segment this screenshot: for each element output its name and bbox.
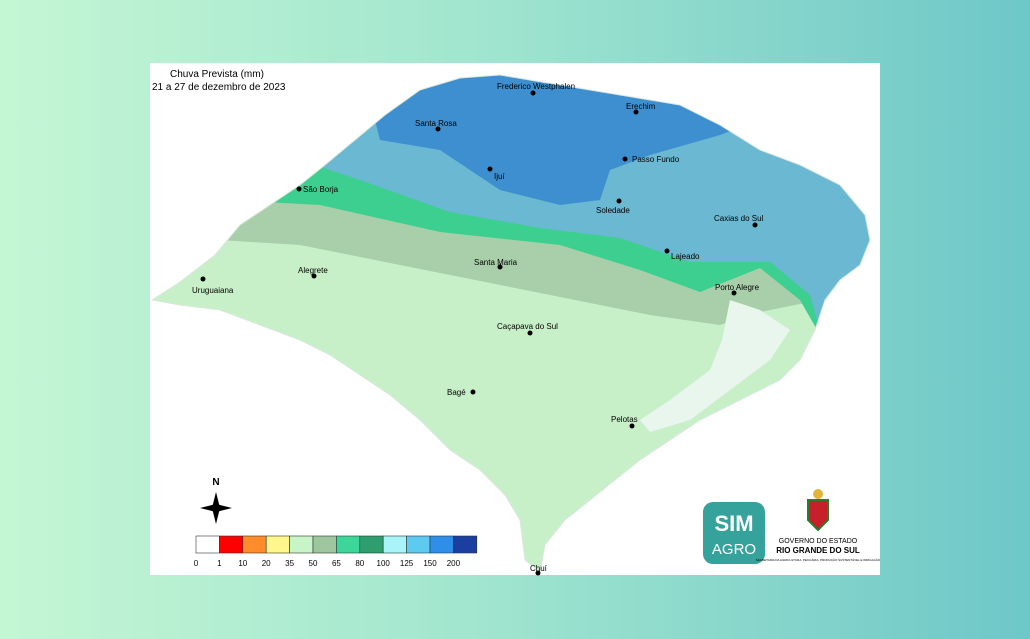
city-marker bbox=[616, 198, 622, 204]
city-marker bbox=[535, 570, 541, 576]
map-title: Chuva Prevista (mm) bbox=[170, 69, 264, 80]
city-marker bbox=[311, 273, 317, 279]
coat-of-arms bbox=[807, 499, 829, 532]
legend-label: 200 bbox=[447, 559, 461, 568]
compass: N bbox=[200, 477, 232, 524]
legend-label: 20 bbox=[262, 559, 271, 568]
city-marker bbox=[731, 290, 737, 296]
city-marker bbox=[527, 330, 533, 336]
city-marker bbox=[633, 109, 639, 115]
legend-swatch bbox=[289, 535, 314, 554]
city-marker bbox=[530, 90, 536, 96]
city-label: Lajeado bbox=[671, 252, 700, 261]
legend-swatch bbox=[195, 535, 220, 554]
legend-label: 35 bbox=[285, 559, 294, 568]
city-marker bbox=[752, 222, 758, 228]
city-label: Caçapava do Sul bbox=[497, 322, 558, 331]
city-marker bbox=[622, 156, 628, 162]
compass-north: N bbox=[212, 477, 219, 488]
lagoon bbox=[640, 300, 790, 432]
legend-label: 125 bbox=[400, 559, 414, 568]
legend-swatch bbox=[429, 535, 454, 554]
legend-swatch bbox=[359, 535, 384, 554]
city-label: Soledade bbox=[596, 206, 630, 215]
city-label: Frederico Westphalen bbox=[497, 82, 575, 91]
government-label: GOVERNO DO ESTADO bbox=[779, 538, 858, 545]
city-marker bbox=[470, 389, 476, 395]
legend-label: 150 bbox=[423, 559, 437, 568]
state-label: RIO GRANDE DO SUL bbox=[776, 546, 860, 555]
city-marker bbox=[629, 423, 635, 429]
legend-swatch bbox=[382, 535, 407, 554]
city-marker bbox=[296, 186, 302, 192]
city-label: Erechim bbox=[626, 102, 656, 111]
city-label: São Borja bbox=[303, 185, 339, 194]
legend-swatch bbox=[265, 535, 290, 554]
legend-label: 100 bbox=[377, 559, 391, 568]
city-label: Ijuí bbox=[494, 172, 505, 181]
city-label: Alegrete bbox=[298, 266, 328, 275]
legend-label: 10 bbox=[238, 559, 247, 568]
city-marker bbox=[200, 276, 206, 282]
coat-of-arms bbox=[813, 489, 823, 499]
legend-swatch bbox=[312, 535, 337, 554]
legend-label: 1 bbox=[217, 559, 222, 568]
city-label: Uruguaiana bbox=[192, 286, 234, 295]
legend-swatch bbox=[453, 535, 478, 554]
compass-rose bbox=[200, 504, 232, 512]
city-label: Pelotas bbox=[611, 415, 638, 424]
city-label: Bagé bbox=[447, 388, 466, 397]
logo-sim: SIM bbox=[714, 511, 753, 536]
sim-agro-logo bbox=[703, 502, 765, 564]
legend-swatch bbox=[406, 535, 431, 554]
legend-label: 0 bbox=[194, 559, 199, 568]
logo-agro: AGRO bbox=[712, 541, 756, 558]
legend-swatch bbox=[219, 535, 244, 554]
legend-label: 50 bbox=[309, 559, 318, 568]
legend-swatch bbox=[336, 535, 361, 554]
city-label: Porto Alegre bbox=[715, 283, 760, 292]
city-label: Chuí bbox=[530, 564, 548, 573]
city-marker bbox=[664, 248, 670, 254]
city-label: Caxias do Sul bbox=[714, 214, 764, 223]
city-marker bbox=[487, 166, 493, 172]
map-subtitle: 21 a 27 de dezembro de 2023 bbox=[152, 82, 286, 93]
city-marker bbox=[435, 126, 441, 132]
state-outline bbox=[150, 74, 871, 573]
legend-label: 80 bbox=[355, 559, 364, 568]
legend-label: 65 bbox=[332, 559, 341, 568]
city-marker bbox=[497, 264, 503, 270]
city-label: Passo Fundo bbox=[632, 155, 680, 164]
department-label: SECRETARIA DA AGRICULTURA, PECUÁRIA, PRO… bbox=[756, 557, 881, 562]
city-label: Santa Rosa bbox=[415, 119, 457, 128]
city-label: Santa Maria bbox=[474, 258, 518, 267]
legend-swatch bbox=[242, 535, 267, 554]
